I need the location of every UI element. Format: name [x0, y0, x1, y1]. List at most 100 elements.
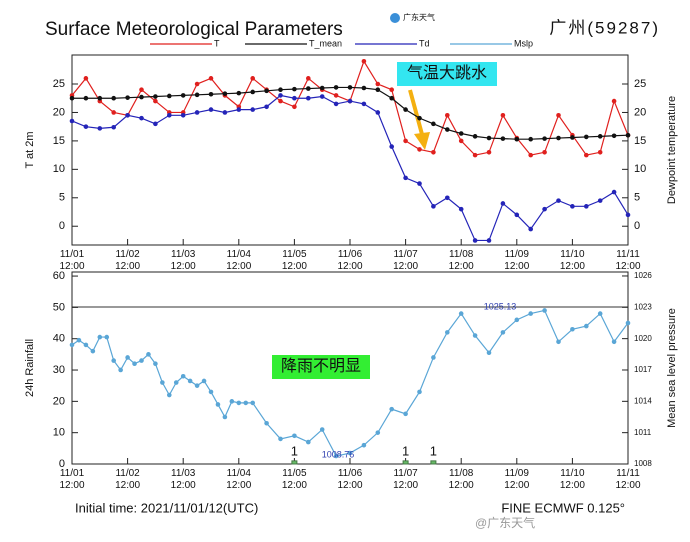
- y2-tick-label: 10: [634, 163, 646, 175]
- x-tick-label: 11/09 12:00: [504, 249, 529, 272]
- y2-tick-label: 0: [634, 220, 640, 232]
- series-line: [71, 94, 629, 242]
- series-point: [375, 87, 381, 93]
- series-point: [90, 348, 96, 354]
- y-tick-label: 20: [53, 106, 65, 118]
- series-point: [458, 138, 464, 144]
- series-point: [486, 149, 492, 155]
- footer-right: FINE ECMWF 0.125°: [501, 500, 625, 515]
- series-point: [180, 93, 186, 98]
- y2-tick-label: 1023: [634, 302, 652, 311]
- rain-bar: [430, 460, 437, 465]
- series-point: [597, 134, 603, 139]
- chart-title: Surface Meteorological Parameters: [45, 19, 343, 40]
- series-point: [139, 94, 144, 100]
- rain-bar: [291, 460, 298, 465]
- x-tick-label: 11/02 12:00: [115, 468, 140, 491]
- series-point: [250, 89, 255, 95]
- series-point: [167, 93, 172, 99]
- series-point: [278, 98, 283, 104]
- series-point: [375, 81, 381, 87]
- series-point: [250, 400, 255, 406]
- x-tick-label: 11/03 12:00: [171, 249, 196, 272]
- x-tick-label: 11/01 12:00: [59, 468, 84, 491]
- annotation: 降雨不明显: [281, 357, 361, 375]
- x-tick-label: 11/08 12:00: [449, 249, 474, 272]
- y-tick-label: 10: [53, 163, 65, 175]
- series-point: [347, 85, 353, 90]
- series-point: [514, 212, 520, 218]
- series-point: [111, 110, 116, 115]
- series-point: [570, 135, 575, 140]
- series-point: [153, 121, 158, 127]
- series-point: [361, 101, 367, 107]
- series-point: [472, 333, 478, 338]
- x-tick-label: 11/05 12:00: [282, 468, 307, 491]
- series-point: [403, 175, 408, 181]
- series-point: [542, 308, 547, 313]
- series-point: [278, 87, 283, 93]
- series-point: [556, 112, 561, 118]
- series-point: [500, 136, 506, 141]
- series-point: [542, 149, 547, 155]
- legend-label: T_mean: [309, 38, 342, 48]
- series-point: [319, 94, 325, 99]
- y2-tick-label: 15: [634, 135, 646, 147]
- series-point: [97, 126, 103, 131]
- series-point: [597, 311, 603, 316]
- series-point: [76, 337, 82, 343]
- series-point: [187, 378, 193, 384]
- series-point: [278, 93, 283, 98]
- footer-left: Initial time: 2021/11/01/12(UTC): [75, 500, 258, 515]
- series-point: [389, 87, 395, 93]
- y2-tick-label: 1020: [634, 334, 652, 343]
- series-point: [431, 355, 436, 360]
- series-point: [111, 95, 116, 101]
- x-tick-label: 11/10 12:00: [560, 468, 585, 491]
- y2-tick-label: 20: [634, 106, 646, 118]
- series-point: [431, 149, 436, 155]
- series-point: [347, 450, 353, 456]
- series-point: [556, 135, 561, 141]
- series-point: [264, 420, 269, 426]
- series-point: [403, 138, 408, 144]
- y2-tick-label: 1026: [634, 271, 652, 280]
- series-point: [556, 339, 561, 345]
- series-point: [97, 95, 103, 101]
- series-point: [472, 238, 478, 243]
- x-tick-label: 11/05 12:00: [282, 249, 307, 272]
- x-tick-label: 11/06 12:00: [337, 468, 362, 491]
- series-point: [333, 453, 339, 459]
- series-point: [319, 427, 325, 432]
- series-point: [167, 392, 172, 398]
- arrow-head: [414, 132, 430, 150]
- series-point: [292, 95, 297, 101]
- series-point: [208, 76, 214, 81]
- series-point: [153, 98, 158, 104]
- series-point: [333, 85, 339, 90]
- series-point: [243, 400, 249, 406]
- series-point: [264, 88, 269, 94]
- legend-label: T: [214, 38, 220, 48]
- y2-tick-label: 1011: [634, 428, 652, 437]
- series-point: [139, 87, 144, 93]
- series-point: [208, 91, 214, 97]
- rain-label: 1: [430, 443, 437, 458]
- series-point: [111, 358, 116, 363]
- series-point: [417, 115, 422, 121]
- logo-text: 广东天气: [403, 12, 435, 22]
- pressure-label: 1008.76: [322, 449, 355, 459]
- series-point: [83, 124, 89, 129]
- series-point: [528, 311, 533, 316]
- y-tick-label: 0: [59, 220, 65, 232]
- station: 广州(59287): [549, 18, 660, 37]
- x-tick-label: 11/04 12:00: [226, 249, 251, 272]
- series-point: [445, 330, 450, 335]
- y-tick-label: 60: [53, 270, 65, 282]
- series-point: [431, 121, 436, 127]
- y-axis-label: T at 2m: [24, 131, 36, 168]
- series-point: [306, 95, 311, 101]
- rain-bar: [402, 460, 409, 465]
- series-point: [445, 127, 450, 132]
- series-point: [319, 85, 325, 91]
